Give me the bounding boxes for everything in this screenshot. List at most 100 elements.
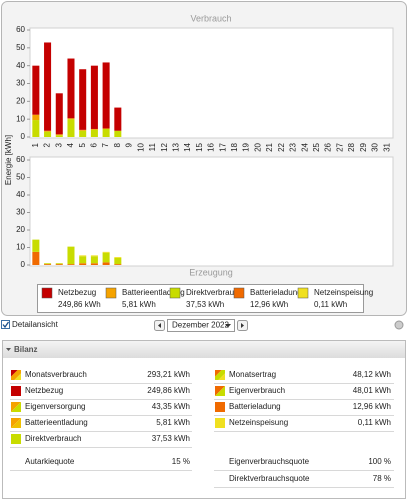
bar-segment	[102, 128, 110, 129]
bilanz-value: 293,21 kWh	[147, 370, 190, 379]
bar-segment	[55, 264, 63, 265]
y-tick-label: 20	[16, 96, 25, 105]
bilanz-value: 0,11 kWh	[358, 418, 391, 427]
plot-area	[29, 27, 394, 139]
bilanz-label: Direktverbrauch	[25, 434, 81, 443]
bar-segment	[79, 263, 87, 265]
icon	[225, 324, 231, 328]
x-tick-label: 24	[300, 142, 309, 151]
x-tick-label: 19	[242, 142, 251, 151]
x-tick-label: 18	[230, 142, 239, 151]
bilanz-value: 100 %	[368, 457, 391, 466]
bar-segment	[90, 129, 98, 137]
legend-label: Netzbezug	[58, 288, 96, 297]
x-tick-label: 8	[113, 142, 122, 147]
bilanz-label: Monatsertrag	[229, 370, 276, 379]
y-tick-label: 10	[16, 114, 25, 123]
month-select[interactable]	[167, 319, 235, 332]
chart-title: Erzeugung	[189, 267, 233, 277]
x-tick-label: 30	[371, 142, 380, 151]
bar-segment	[90, 65, 98, 129]
bar-segment	[114, 257, 122, 258]
bilanz-value: 12,96 kWh	[353, 402, 391, 411]
legend-total: 5,81 kWh	[122, 300, 156, 309]
month-select-value: Dezember 2022	[172, 321, 229, 330]
x-tick-label: 20	[253, 142, 262, 151]
bar-segment	[79, 69, 87, 130]
x-tick-label: 22	[277, 142, 286, 151]
checkmark	[2, 321, 10, 329]
bar-segment	[44, 130, 52, 132]
bilanz-value: 5,81 kWh	[156, 418, 190, 427]
x-tick-label: 15	[195, 142, 204, 151]
x-tick-label: 16	[207, 142, 216, 151]
plot-area	[29, 156, 394, 267]
x-tick-label: 11	[148, 142, 157, 151]
y-tick-label: 30	[16, 79, 25, 88]
icon	[11, 370, 18, 377]
x-tick-label: 28	[347, 142, 356, 151]
bar-segment	[90, 263, 98, 265]
bar-segment	[102, 251, 110, 253]
icon	[158, 323, 161, 328]
bar-segment	[67, 264, 75, 265]
bar-segment	[32, 251, 40, 265]
bilanz-title: Bilanz	[14, 345, 38, 354]
bar-segment	[79, 129, 87, 131]
bilanz-label: Netzeinspeisung	[229, 418, 288, 427]
bilanz-label: Netzbezug	[25, 386, 63, 395]
bilanz-label: Batterieladung	[229, 402, 281, 411]
bar-segment	[44, 42, 52, 131]
bar-segment	[90, 128, 98, 130]
bar-segment	[102, 252, 110, 263]
bilanz-value: 78 %	[373, 474, 391, 483]
icon	[11, 418, 21, 428]
bar-segment	[32, 120, 40, 137]
bar-segment	[67, 246, 75, 265]
icon	[215, 402, 225, 412]
x-tick-label: 14	[183, 142, 192, 151]
y-tick-label: 60	[16, 25, 25, 34]
bilanz-header[interactable]	[3, 341, 405, 358]
legend-swatch	[169, 287, 181, 299]
x-tick-label: 10	[136, 142, 145, 151]
icon	[215, 370, 225, 380]
x-tick-label: 7	[101, 142, 110, 147]
settings-icon[interactable]	[394, 320, 404, 330]
bilanz-value: 249,86 kWh	[147, 386, 190, 395]
x-tick-label: 25	[312, 142, 321, 151]
checkbox[interactable]	[1, 320, 10, 329]
bar-segment	[55, 93, 63, 135]
bar-segment	[67, 119, 75, 137]
bilanz-value: 15 %	[172, 457, 190, 466]
x-tick-label: 9	[125, 142, 134, 147]
x-tick-label: 4	[66, 142, 75, 147]
checkbox-label[interactable]: Detailansicht	[12, 320, 59, 329]
bar-segment	[114, 258, 122, 265]
icon	[11, 370, 21, 380]
legend-label: Batterieladung	[250, 288, 302, 297]
x-tick-label: 13	[171, 142, 180, 151]
y-tick-label: 0	[21, 132, 26, 141]
y-tick-label: 20	[16, 225, 25, 234]
x-tick-label: 2	[43, 142, 52, 147]
bar-segment	[90, 256, 98, 264]
icon	[215, 370, 222, 377]
bar-segment	[55, 134, 63, 136]
x-tick-label: 21	[265, 142, 274, 151]
bar-segment	[67, 118, 75, 120]
bilanz-label: Monatsverbrauch	[25, 370, 87, 379]
bar-segment	[79, 256, 87, 264]
bilanz-label: Batterieentladung	[25, 418, 88, 427]
legend-label: Netzeinspeisung	[314, 288, 373, 297]
icon	[6, 348, 11, 351]
y-tick-label: 40	[16, 61, 25, 70]
bilanz-value: 48,12 kWh	[353, 370, 391, 379]
x-tick-label: 23	[289, 142, 298, 151]
bar-segment	[102, 262, 110, 265]
bar-segment	[55, 135, 63, 137]
x-tick-label: 5	[78, 142, 87, 147]
icon	[11, 434, 21, 444]
bar-segment	[32, 114, 40, 121]
bar-segment	[79, 130, 87, 137]
